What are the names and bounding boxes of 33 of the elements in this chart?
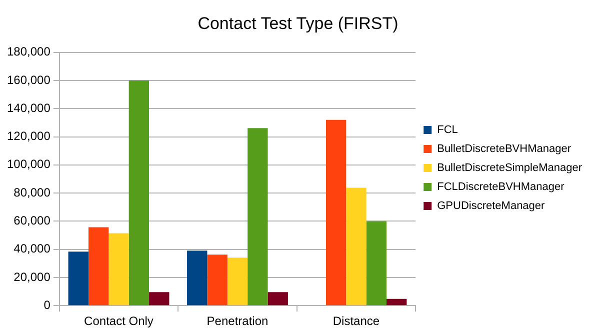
bar [346, 188, 366, 306]
legend-label: FCLDiscreteBVHManager [437, 181, 565, 194]
bar [227, 258, 248, 306]
y-tick-label: 100,000 [6, 157, 51, 172]
y-tick-label: 120,000 [6, 129, 51, 144]
legend-label: GPUDiscreteManager [437, 200, 546, 212]
bar [326, 120, 346, 306]
bar [268, 292, 288, 306]
chart-title: Contact Test Type (FIRST) [198, 14, 398, 33]
bar [128, 80, 150, 306]
legend-label: BulletDiscreteBVHManager [437, 143, 572, 156]
bar [187, 250, 208, 306]
bar [248, 128, 268, 306]
y-tick-label: 80,000 [14, 185, 51, 200]
y-tick-label: 180,000 [6, 44, 51, 59]
y-tick-label: 140,000 [6, 100, 51, 115]
y-tick-label: 20,000 [14, 270, 51, 284]
bar [88, 227, 109, 306]
x-tick-label: Contact Only [84, 314, 154, 328]
bar [108, 233, 129, 306]
legend-label: FCL [437, 124, 458, 136]
bar [149, 292, 170, 306]
bar [386, 298, 407, 306]
y-tick-label: 60,000 [14, 214, 51, 228]
bar [207, 254, 228, 306]
legend-label: BulletDiscreteSimpleManager [437, 162, 582, 174]
bar [366, 221, 387, 306]
y-tick-label: 160,000 [6, 72, 51, 87]
y-tick-label: 0 [44, 298, 51, 312]
x-tick-label: Penetration [206, 314, 268, 328]
y-tick-label: 40,000 [14, 242, 51, 256]
x-tick-label: Distance [332, 314, 380, 328]
bar [68, 252, 88, 306]
